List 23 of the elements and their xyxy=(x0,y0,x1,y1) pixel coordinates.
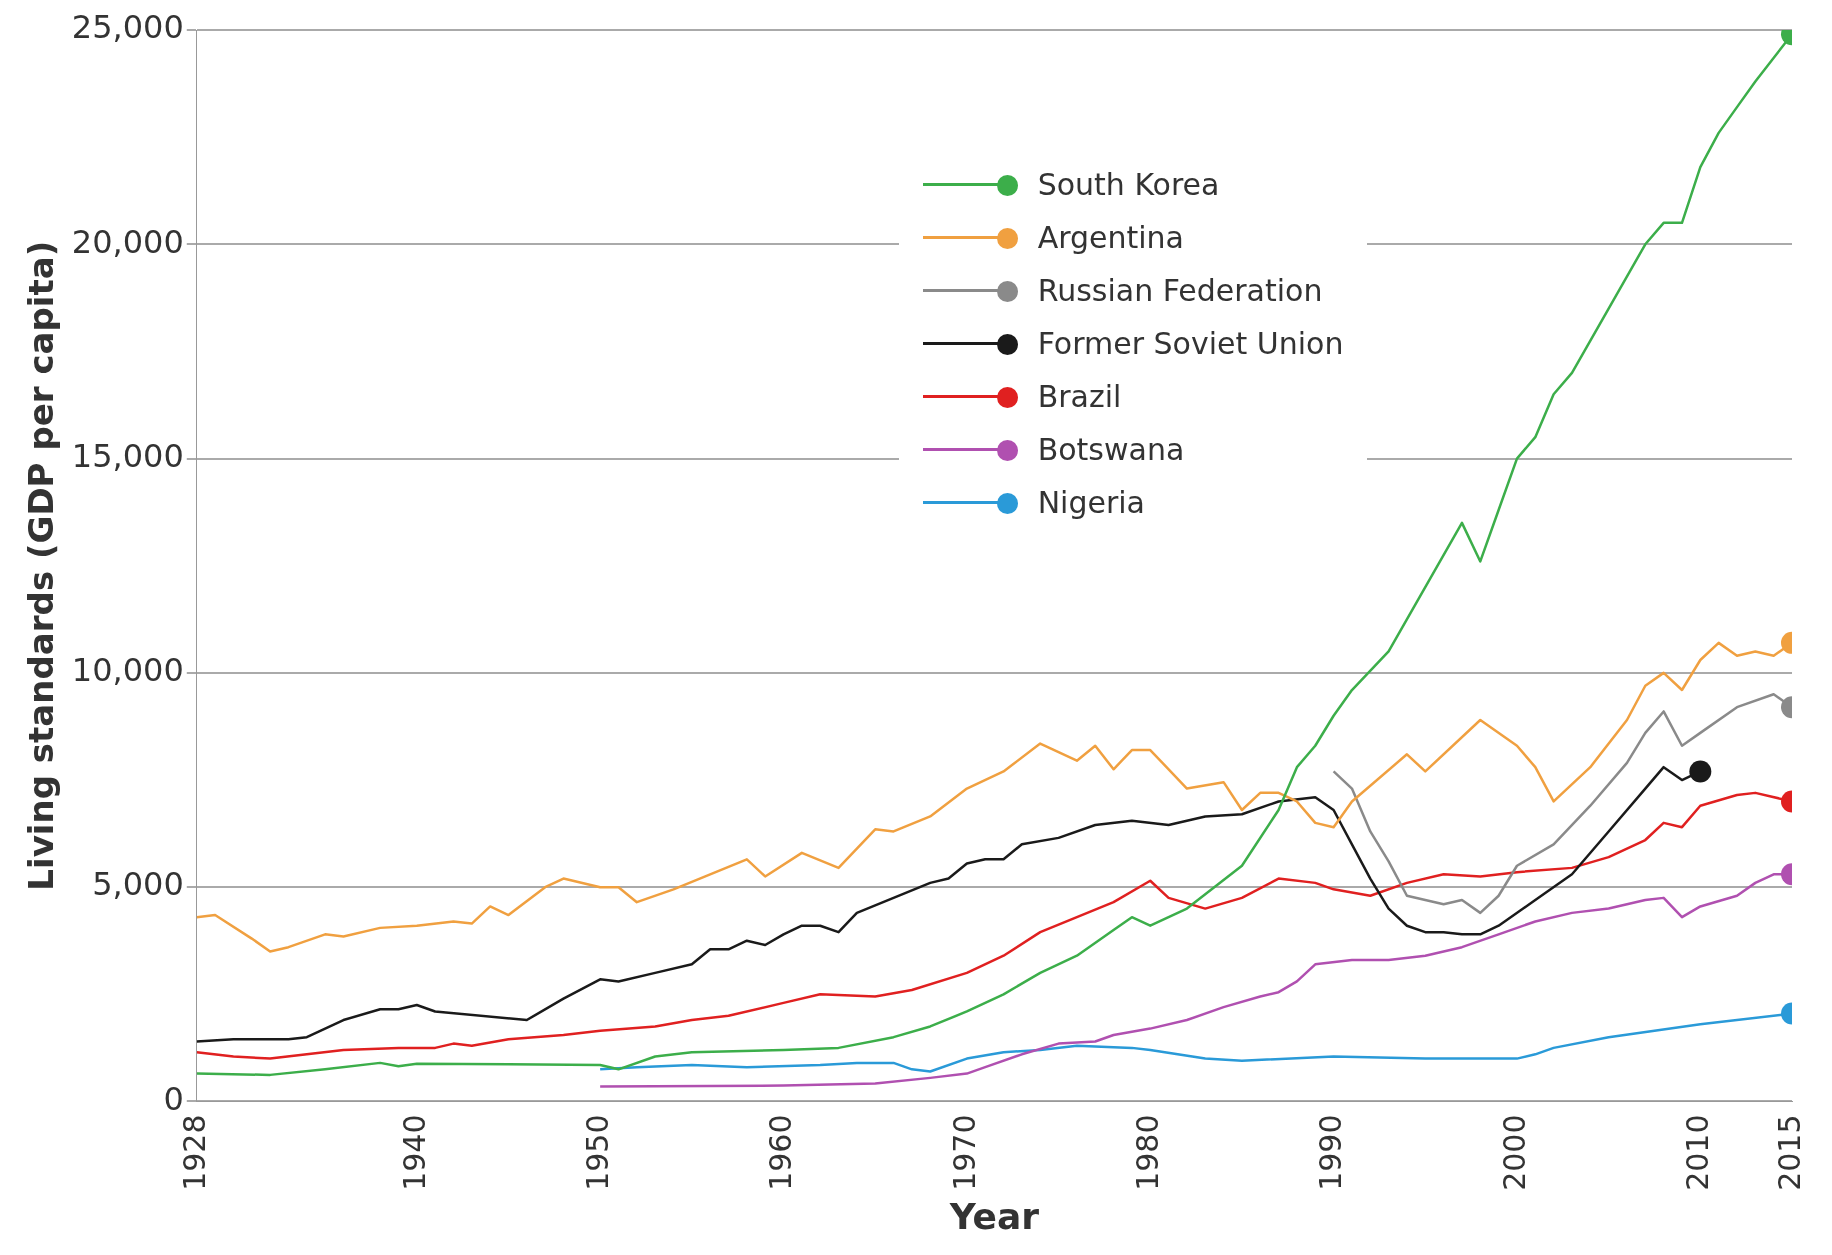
x-tick-label: 1990 xyxy=(1313,1114,1349,1191)
x-tick-label: 1950 xyxy=(579,1114,615,1191)
y-axis-title: Living standards (GDP per capita) xyxy=(21,240,62,891)
x-tick-label: 2015 xyxy=(1771,1114,1807,1191)
x-tick-label: 2010 xyxy=(1680,1114,1716,1191)
x-axis-title: Year xyxy=(948,1195,1040,1237)
x-tick-label: 1940 xyxy=(396,1114,432,1191)
legend-label: Nigeria xyxy=(1037,485,1145,520)
x-tick-label: 1970 xyxy=(946,1114,982,1191)
legend-label: Argentina xyxy=(1037,220,1184,255)
legend-label: Brazil xyxy=(1037,379,1122,414)
x-tick-label: 1980 xyxy=(1130,1114,1166,1191)
y-tick-label: 10,000 xyxy=(71,651,184,690)
x-tick-label: 1960 xyxy=(763,1114,799,1191)
x-tick-label: 2000 xyxy=(1496,1114,1532,1191)
legend-label: Former Soviet Union xyxy=(1037,326,1344,361)
y-tick-label: 25,000 xyxy=(71,8,184,47)
y-tick-label: 15,000 xyxy=(71,436,184,475)
y-tick-label: 5,000 xyxy=(92,865,184,904)
legend-label: Russian Federation xyxy=(1037,273,1323,308)
y-tick-label: 20,000 xyxy=(71,222,184,261)
legend-label: Botswana xyxy=(1037,432,1185,467)
legend-label: South Korea xyxy=(1037,167,1220,202)
